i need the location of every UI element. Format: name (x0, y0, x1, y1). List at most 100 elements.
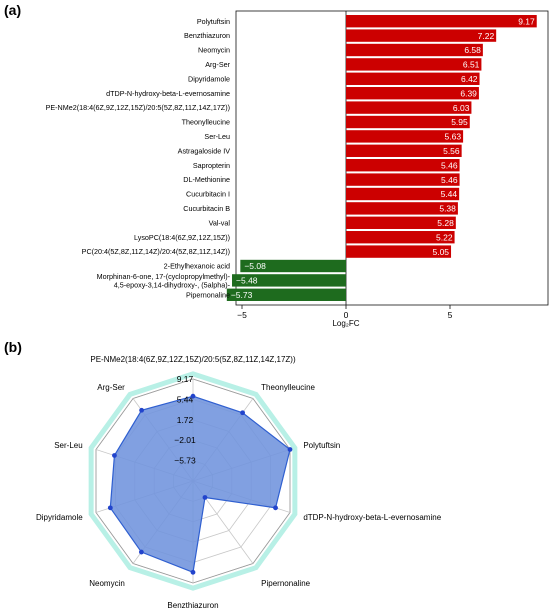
x-tick-label: 0 (344, 310, 349, 320)
radial-tick-label: −2.01 (174, 435, 196, 445)
category-labels: Polytuftsin Benzthiazuron Neomycin Arg-Ser D… (46, 17, 231, 300)
bar-value-label: 5.63 (445, 132, 462, 142)
category-label: PC(20:4(5Z,8Z,11Z,14Z)/20:4(5Z,8Z,11Z,14… (82, 247, 230, 256)
category-label: Benzthiazuron (184, 31, 230, 40)
x-axis-ticks: −5 0 5 (237, 305, 453, 320)
axis-label: Pipernonaline (261, 579, 310, 588)
radar-halo (88, 371, 298, 591)
category-label: Cucurbitacin B (183, 204, 230, 213)
bar (346, 202, 458, 215)
bar (346, 187, 460, 201)
bar-value-label: 5.22 (436, 232, 453, 242)
panel-b-label: (b) (4, 339, 22, 355)
axis-label: PE-NMe2(18:4(6Z,9Z,12Z,15Z)/20:5(5Z,8Z,1… (90, 355, 296, 364)
axis-label: Ser-Leu (54, 441, 82, 450)
bar-value-label: 5.38 (439, 204, 456, 214)
category-label: PE-NMe2(18:4(6Z,9Z,12Z,15Z)/20:5(5Z,8Z,1… (46, 103, 230, 112)
category-label: Val-val (209, 218, 231, 227)
bar-value-label: −5.48 (236, 276, 258, 286)
halo-ring (88, 371, 298, 591)
data-area (109, 395, 291, 574)
data-point (287, 447, 293, 452)
category-label: dTDP-N-hydroxy-beta-L-evernosamine (106, 89, 230, 98)
bar (240, 259, 346, 273)
data-point (190, 393, 196, 399)
axis-label: Polytuftsin (303, 441, 340, 450)
bar (346, 101, 472, 114)
bar (226, 288, 346, 301)
radar-markers (107, 393, 293, 575)
bar (346, 216, 456, 229)
axis-label: dTDP-N-hydroxy-beta-L-evernosamine (303, 513, 441, 522)
category-label: Neomycin (198, 46, 230, 55)
bar-value-label: 6.51 (463, 60, 480, 70)
radial-tick-label: 9.17 (177, 374, 194, 384)
bar (346, 29, 497, 42)
plot-area-frame (235, 10, 549, 306)
data-point (107, 505, 113, 511)
radial-tick-label: 5.44 (177, 394, 194, 404)
bar (346, 130, 464, 143)
category-label: Theonylleucine (182, 118, 230, 127)
x-tick-label: −5 (237, 310, 247, 320)
bar (346, 58, 482, 71)
axis-label: Neomycin (89, 579, 125, 588)
bar (346, 144, 462, 157)
radial-tick-labels: 9.17 5.44 1.72 −2.01 −5.73 (174, 374, 196, 466)
category-label: Pipernonaline (186, 290, 230, 299)
bar-value-label: 7.22 (478, 31, 495, 41)
bar-value-label: 5.44 (441, 189, 458, 199)
x-axis-label: Log₂FC (332, 319, 359, 328)
category-label: DL-Methionine (183, 175, 230, 184)
bar-value-label: 5.05 (432, 247, 449, 257)
bar (346, 159, 460, 172)
data-point (190, 569, 196, 575)
bar-value-label: 6.39 (460, 88, 477, 98)
bar-value-label: 6.42 (461, 74, 478, 84)
bar (346, 115, 470, 129)
axis-label: Theonylleucine (261, 383, 315, 392)
category-label: Polytuftsin (197, 17, 230, 26)
axis-label: Benzthiazuron (167, 601, 218, 610)
bar (346, 72, 480, 85)
bar-value-label: 6.58 (464, 45, 481, 55)
data-point (273, 505, 278, 511)
radar-axis-labels: PE-NMe2(18:4(6Z,9Z,12Z,15Z)/20:5(5Z,8Z,1… (36, 355, 442, 610)
bar (346, 231, 455, 244)
bar (346, 87, 479, 100)
category-label: Cucurbitacin I (186, 190, 230, 199)
category-label: Ser-Leu (204, 132, 230, 141)
category-label: Dipyridamole (188, 74, 230, 83)
category-label: LysoPC(18:4(6Z,9Z,12Z,15Z)) (134, 233, 230, 242)
category-label: Arg-Ser (205, 60, 230, 69)
data-point (240, 410, 245, 416)
bar-value-label: 9.17 (518, 16, 535, 26)
bar-value-label: 5.46 (441, 160, 458, 170)
category-label: Astragaloside IV (178, 146, 231, 155)
bar-value-label: 6.03 (453, 103, 470, 113)
bar-value-label: −5.73 (231, 290, 253, 300)
bar-value-label: 5.56 (443, 146, 460, 156)
bar-value-label: 5.95 (451, 117, 468, 127)
data-point (202, 495, 208, 500)
axis-label: Dipyridamole (36, 513, 83, 522)
bar-value-label: 5.46 (441, 175, 458, 185)
bar-value-label: −5.08 (244, 261, 266, 271)
bars-group: 9.17 7.22 6.58 6.51 6.42 6.39 6.03 5.95 5.63 5.56… (226, 15, 537, 301)
bar (232, 274, 346, 287)
bar (346, 43, 483, 57)
radial-tick-label: −5.73 (174, 456, 196, 466)
radar-chart-panel: (b) 9.17 5.44 1.72 −2.01 −5.73 PE-NMe2(18:4(… (4, 339, 442, 610)
category-label: Sapropterin (193, 161, 230, 170)
bar (346, 173, 460, 186)
bar-chart-panel: (a) 9.17 7.22 6.58 6.51 6.42 6.39 6.03 5.95 5.63… (4, 2, 549, 328)
x-tick-label: 5 (448, 310, 453, 320)
bar-value-label: 5.28 (437, 218, 454, 228)
data-point (112, 453, 117, 458)
axis-label: Arg-Ser (97, 383, 125, 392)
bar (346, 245, 452, 258)
bar (346, 15, 537, 28)
data-point (139, 407, 145, 413)
data-point (138, 549, 144, 555)
